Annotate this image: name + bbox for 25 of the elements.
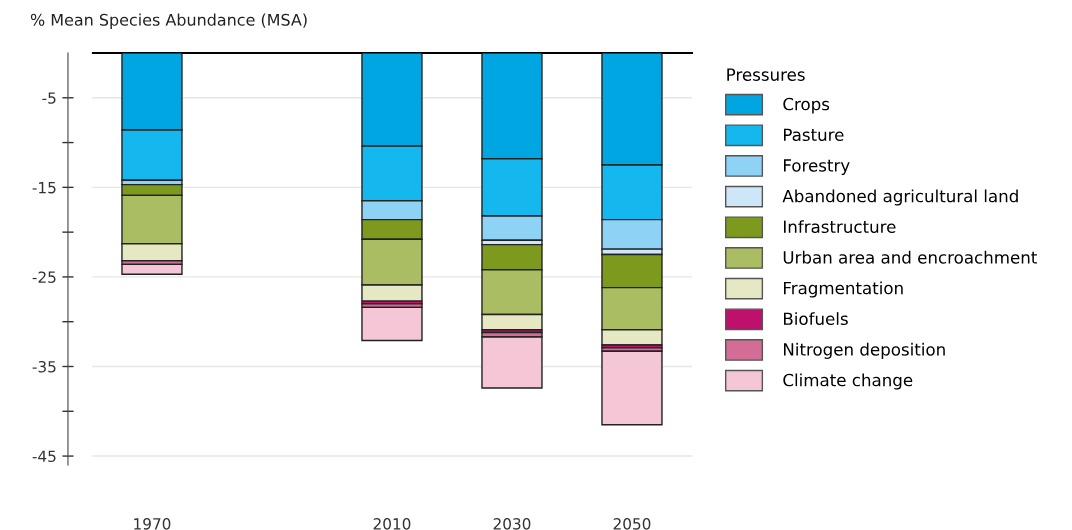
legend-label: Forestry — [784, 159, 850, 175]
y-tick-label: -45 — [32, 450, 56, 463]
x-tick-label: 1970 — [134, 518, 171, 530]
bar — [601, 350, 663, 426]
legend-label: Pasture — [784, 128, 844, 142]
legend-label: Abandoned agricultural land — [782, 189, 1018, 206]
x-tick-label: 2030 — [493, 518, 531, 530]
y-tick-label: -5 — [42, 92, 56, 104]
legend-title: Pressures — [727, 68, 805, 81]
legend-label: Nitrogen deposition — [784, 342, 945, 359]
y-axis-title: % Mean Species Abundance (MSA) — [30, 13, 307, 29]
legend-label: Infrastructure — [784, 220, 896, 234]
y-tick-label: -25 — [32, 271, 56, 283]
legend-label: Climate change — [783, 373, 913, 390]
legend-label: Crops — [783, 97, 830, 114]
bar — [481, 336, 543, 389]
bar — [121, 263, 183, 275]
x-tick-label: 2050 — [613, 518, 651, 530]
legend-label: Urban area and encroachment — [783, 250, 1037, 264]
bar — [361, 306, 423, 342]
legend-label: Fragmentation — [784, 281, 903, 298]
x-tick-label: 2010 — [373, 518, 411, 530]
legend-label: Biofuels — [784, 312, 848, 326]
y-tick-label: -15 — [32, 182, 56, 194]
y-tick-label: -35 — [32, 360, 56, 373]
